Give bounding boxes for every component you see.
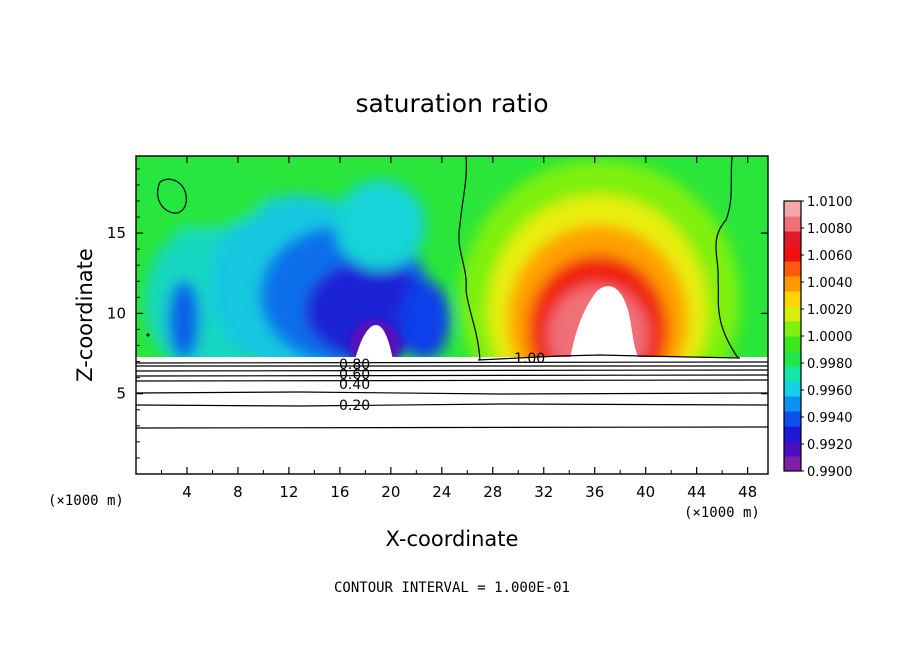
- contour-line: [135, 403, 769, 407]
- colorbar-label: 1.0000: [807, 330, 853, 345]
- colorbar-swatch: [784, 411, 801, 427]
- contour-line-1-00-right: [715, 155, 739, 359]
- colorbar-swatch: [784, 396, 801, 412]
- plot-border: [135, 155, 769, 475]
- colorbar-swatch: [784, 231, 801, 247]
- colorbar-label: 1.0100: [807, 195, 853, 210]
- colorbar-swatch: [784, 321, 801, 337]
- colorbar-swatch: [784, 216, 801, 232]
- x-tick-label: 12: [279, 483, 298, 501]
- contour-lines: [135, 155, 769, 429]
- contour-line-1-00-loop: [157, 178, 187, 214]
- chart-title: saturation ratio: [355, 89, 548, 118]
- colorbar-swatch: [784, 201, 801, 217]
- colorbar-label: 0.9940: [807, 411, 853, 426]
- colorbar-swatch: [784, 351, 801, 367]
- contour-line: [135, 426, 769, 429]
- contour-labels: 1.00 0.80 0.60 0.40 0.20: [339, 351, 545, 414]
- colorbar-swatch: [784, 456, 801, 472]
- colorbar-label: 1.0080: [807, 222, 853, 237]
- colorbar-label: 1.0040: [807, 276, 853, 291]
- x-tick-label: 36: [585, 483, 604, 501]
- contour-label-1-00: 1.00: [514, 351, 545, 367]
- x-tick-label: 48: [738, 483, 757, 501]
- x-unit-label-left: (×1000 m): [48, 493, 124, 509]
- colorbar-label: 1.0060: [807, 249, 853, 264]
- contour-label-0-80: 0.80: [339, 357, 370, 373]
- x-tick-label: 32: [534, 483, 553, 501]
- contour-interval-text: CONTOUR INTERVAL = 1.000E-01: [334, 580, 570, 596]
- x-tick-label: 40: [636, 483, 655, 501]
- x-unit-label-right: (×1000 m): [684, 505, 760, 521]
- field-blue-left: [168, 280, 200, 360]
- colorbar-label: 0.9900: [807, 465, 853, 480]
- colorbar-label: 0.9920: [807, 438, 853, 453]
- colorbar-swatch: [784, 306, 801, 322]
- saturation-field: [136, 156, 768, 360]
- colorbar-swatch: [784, 246, 801, 262]
- x-tick-label: 16: [330, 483, 349, 501]
- colorbar-swatch: [784, 426, 801, 442]
- y-axis: 5 10 15: [107, 168, 768, 459]
- x-tick-label: 44: [687, 483, 706, 501]
- field-blue-right: [400, 280, 450, 360]
- colorbar-swatch: [784, 336, 801, 352]
- contour-line: [135, 361, 769, 364]
- field-white-bump: [355, 325, 393, 360]
- contour-line: [135, 369, 769, 372]
- colorbar-swatch: [784, 261, 801, 277]
- y-tick-label: 10: [107, 304, 126, 322]
- x-axis: 4 8 12 16 20 24 28 32 36 40 44 48: [160, 156, 757, 501]
- x-tick-label: 8: [233, 483, 243, 501]
- colorbar-swatch: [784, 291, 801, 307]
- colorbar-label: 0.9980: [807, 357, 853, 372]
- contour-line-1-00-left: [458, 155, 481, 361]
- contour-label-0-20: 0.20: [339, 398, 370, 414]
- contour-line: [135, 391, 769, 395]
- y-axis-title: Z-coordinate: [73, 248, 97, 382]
- x-tick-label: 28: [483, 483, 502, 501]
- field-white-core: [570, 286, 640, 360]
- contour-label-0-40: 0.40: [339, 377, 370, 393]
- x-tick-label: 20: [381, 483, 400, 501]
- blank-lower-region: [136, 357, 768, 474]
- x-tick-label: 24: [432, 483, 451, 501]
- y-tick-label: 5: [116, 385, 126, 403]
- colorbar-swatch: [784, 276, 801, 292]
- colorbar-swatch: [784, 381, 801, 397]
- contour-dot: [146, 333, 150, 337]
- y-tick-label: 15: [107, 224, 126, 242]
- contour-line-1-00-bottom: [477, 354, 741, 361]
- x-tick-label: 4: [182, 483, 192, 501]
- contour-line: [135, 379, 769, 382]
- colorbar-swatch: [784, 441, 801, 457]
- x-axis-title: X-coordinate: [386, 527, 519, 551]
- colorbar-label: 1.0020: [807, 303, 853, 318]
- field-cyan-top: [335, 180, 425, 270]
- field-green-upper: [136, 156, 270, 230]
- contour-label-0-60: 0.60: [339, 367, 370, 383]
- colorbar-label: 0.9960: [807, 384, 853, 399]
- colorbar-swatch: [784, 366, 801, 382]
- colorbar: 0.9900 0.9920 0.9940 0.9960 0.9980 1.0000 1.00…: [783, 195, 853, 480]
- contour-line: [135, 374, 769, 377]
